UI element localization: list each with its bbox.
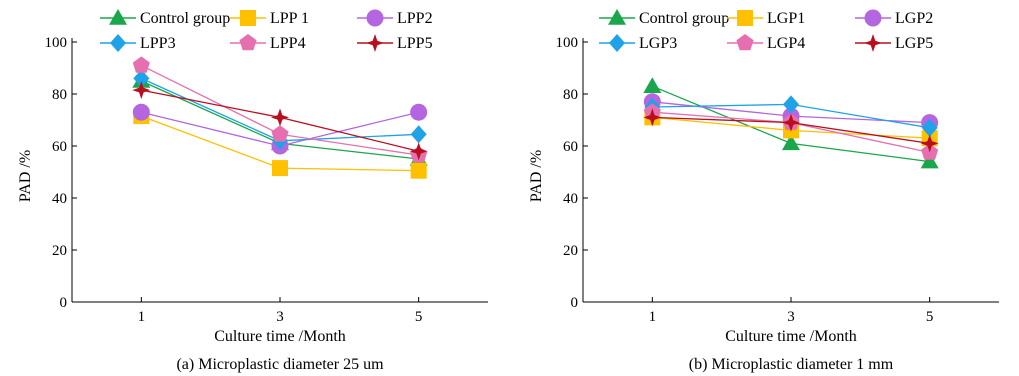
legend-marker bbox=[110, 34, 126, 52]
series-6 bbox=[643, 108, 939, 153]
x-axis-label: Culture time /Month bbox=[214, 328, 346, 345]
legend-label: LPP5 bbox=[397, 35, 433, 52]
data-point bbox=[132, 81, 151, 100]
legend-item: LPP2 bbox=[357, 9, 433, 27]
legend-label: LGP2 bbox=[895, 10, 933, 27]
x-tick-label: 1 bbox=[649, 309, 657, 325]
data-point bbox=[920, 152, 939, 169]
legend-marker bbox=[864, 9, 882, 27]
data-point bbox=[133, 69, 150, 88]
legend-label: LGP5 bbox=[895, 35, 933, 52]
y-tick-label: 60 bbox=[563, 139, 578, 155]
legend-label: LPP4 bbox=[270, 35, 306, 52]
x-tick-label: 5 bbox=[926, 309, 934, 325]
legend-label: LPP2 bbox=[397, 10, 433, 27]
y-tick-label: 0 bbox=[60, 295, 68, 311]
y-tick-label: 100 bbox=[556, 35, 579, 51]
legend-item: LPP 1 bbox=[230, 10, 309, 27]
legend-marker bbox=[366, 9, 384, 27]
legend-label: Control group bbox=[639, 10, 729, 27]
y-tick-label: 100 bbox=[45, 35, 68, 51]
legend-marker bbox=[366, 34, 384, 52]
legend-marker bbox=[609, 34, 625, 52]
y-tick-label: 80 bbox=[563, 87, 578, 103]
legend-marker bbox=[608, 9, 626, 25]
y-tick-label: 40 bbox=[563, 191, 578, 207]
data-point bbox=[782, 113, 800, 132]
data-point bbox=[271, 108, 289, 127]
data-point bbox=[783, 95, 799, 114]
legend-marker bbox=[239, 34, 257, 51]
y-axis-label: PAD /% bbox=[528, 150, 545, 202]
legend-item: LGP1 bbox=[727, 10, 805, 27]
series-6 bbox=[132, 81, 428, 161]
y-tick-label: 20 bbox=[563, 243, 578, 259]
legend-marker bbox=[240, 10, 256, 26]
y-tick-label: 0 bbox=[571, 295, 579, 311]
legend-label: LPP 1 bbox=[270, 10, 309, 27]
data-point bbox=[920, 134, 939, 153]
legend-label: LGP1 bbox=[767, 10, 805, 27]
data-point bbox=[410, 125, 427, 144]
legend-label: LPP3 bbox=[140, 35, 176, 52]
y-tick-label: 60 bbox=[52, 139, 67, 155]
legend-item: LPP4 bbox=[230, 34, 306, 52]
legend-item: LGP2 bbox=[855, 9, 933, 27]
x-tick-label: 3 bbox=[276, 309, 284, 325]
legend-item: LGP3 bbox=[599, 34, 677, 52]
legend: Control group LGP1 LGP2 LGP3 LGP4 LGP5 bbox=[599, 9, 933, 52]
caption: (b) Microplastic diameter 1 mm bbox=[689, 356, 894, 373]
series-2 bbox=[133, 108, 427, 179]
data-point bbox=[132, 56, 150, 73]
legend-marker bbox=[109, 9, 127, 25]
legend-label: LGP3 bbox=[639, 35, 677, 52]
x-tick-label: 1 bbox=[138, 309, 146, 325]
data-point bbox=[272, 160, 288, 177]
x-axis-label: Culture time /Month bbox=[725, 328, 857, 345]
data-point bbox=[643, 77, 662, 93]
series-1 bbox=[643, 77, 939, 169]
data-point bbox=[409, 142, 428, 161]
legend-item: LPP5 bbox=[357, 34, 433, 52]
legend-item: LGP4 bbox=[727, 34, 805, 52]
legend: Control group LPP 1 LPP2 LPP3 LPP4 LPP5 bbox=[100, 9, 433, 52]
y-tick-label: 80 bbox=[52, 87, 67, 103]
data-point bbox=[410, 162, 427, 179]
data-point bbox=[921, 118, 938, 137]
caption: (a) Microplastic diameter 25 um bbox=[176, 356, 384, 373]
legend-marker bbox=[864, 34, 882, 52]
data-point bbox=[782, 134, 800, 151]
data-point bbox=[643, 108, 662, 127]
legend-marker bbox=[737, 10, 753, 26]
x-tick-label: 3 bbox=[787, 309, 795, 325]
legend-item: LPP3 bbox=[100, 34, 176, 52]
data-point bbox=[271, 125, 289, 142]
legend-marker bbox=[736, 34, 754, 51]
y-tick-label: 40 bbox=[52, 191, 67, 207]
data-point bbox=[132, 103, 150, 121]
data-point bbox=[410, 103, 428, 121]
legend-label: LGP4 bbox=[767, 35, 805, 52]
legend-item: LGP5 bbox=[855, 34, 933, 52]
legend-label: Control group bbox=[140, 10, 230, 27]
x-tick-label: 5 bbox=[415, 309, 423, 325]
legend-item: Control group bbox=[599, 9, 729, 27]
legend-item: Control group bbox=[100, 9, 230, 27]
y-tick-label: 20 bbox=[52, 243, 67, 259]
y-axis-label: PAD /% bbox=[17, 150, 34, 202]
